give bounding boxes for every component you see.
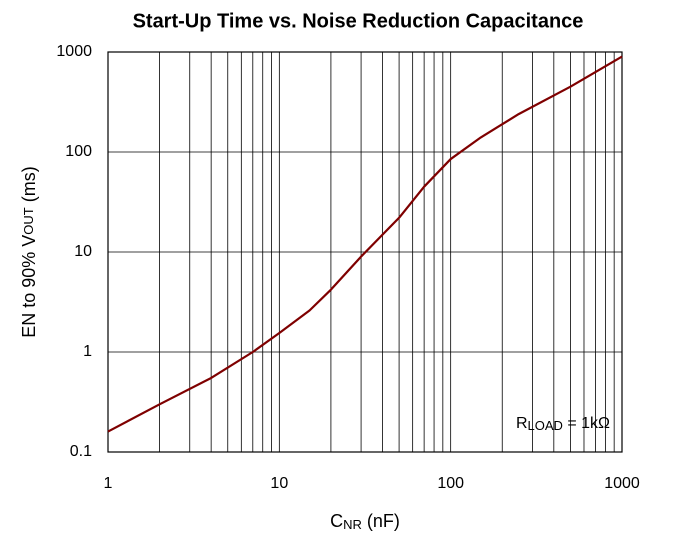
x-label-rest: (nF)	[362, 511, 400, 531]
x-tick-label: 10	[270, 475, 288, 492]
x-tick-label: 1000	[604, 475, 640, 492]
y-tick-label: 10	[74, 243, 92, 260]
y-tick-label: 100	[65, 143, 92, 160]
chart-title: Start-Up Time vs. Noise Reduction Capaci…	[133, 10, 584, 32]
y-tick-label: 1	[83, 343, 92, 360]
annotation: RLOAD = 1kΩ	[516, 415, 610, 433]
x-axis-label: CNR (nF)	[330, 511, 400, 533]
y-label-main: EN to 90% V	[19, 235, 39, 338]
annotation-main: R	[516, 415, 528, 432]
series-line	[107, 55, 623, 433]
x-tick-label: 1	[104, 475, 113, 492]
plot-frame	[107, 51, 623, 453]
x-label-sub: NR	[343, 517, 362, 532]
annotation-rest: = 1kΩ	[563, 415, 610, 432]
y-axis-label: EN to 90% VOUT (ms)	[19, 166, 39, 338]
y-tick-label: 0.1	[70, 443, 92, 460]
y-label-sub: OUT	[21, 207, 36, 235]
y-tick-label: 1000	[56, 43, 92, 60]
y-label-rest: (ms)	[19, 166, 39, 207]
x-tick-label: 100	[437, 475, 464, 492]
x-label-main: C	[330, 511, 343, 531]
